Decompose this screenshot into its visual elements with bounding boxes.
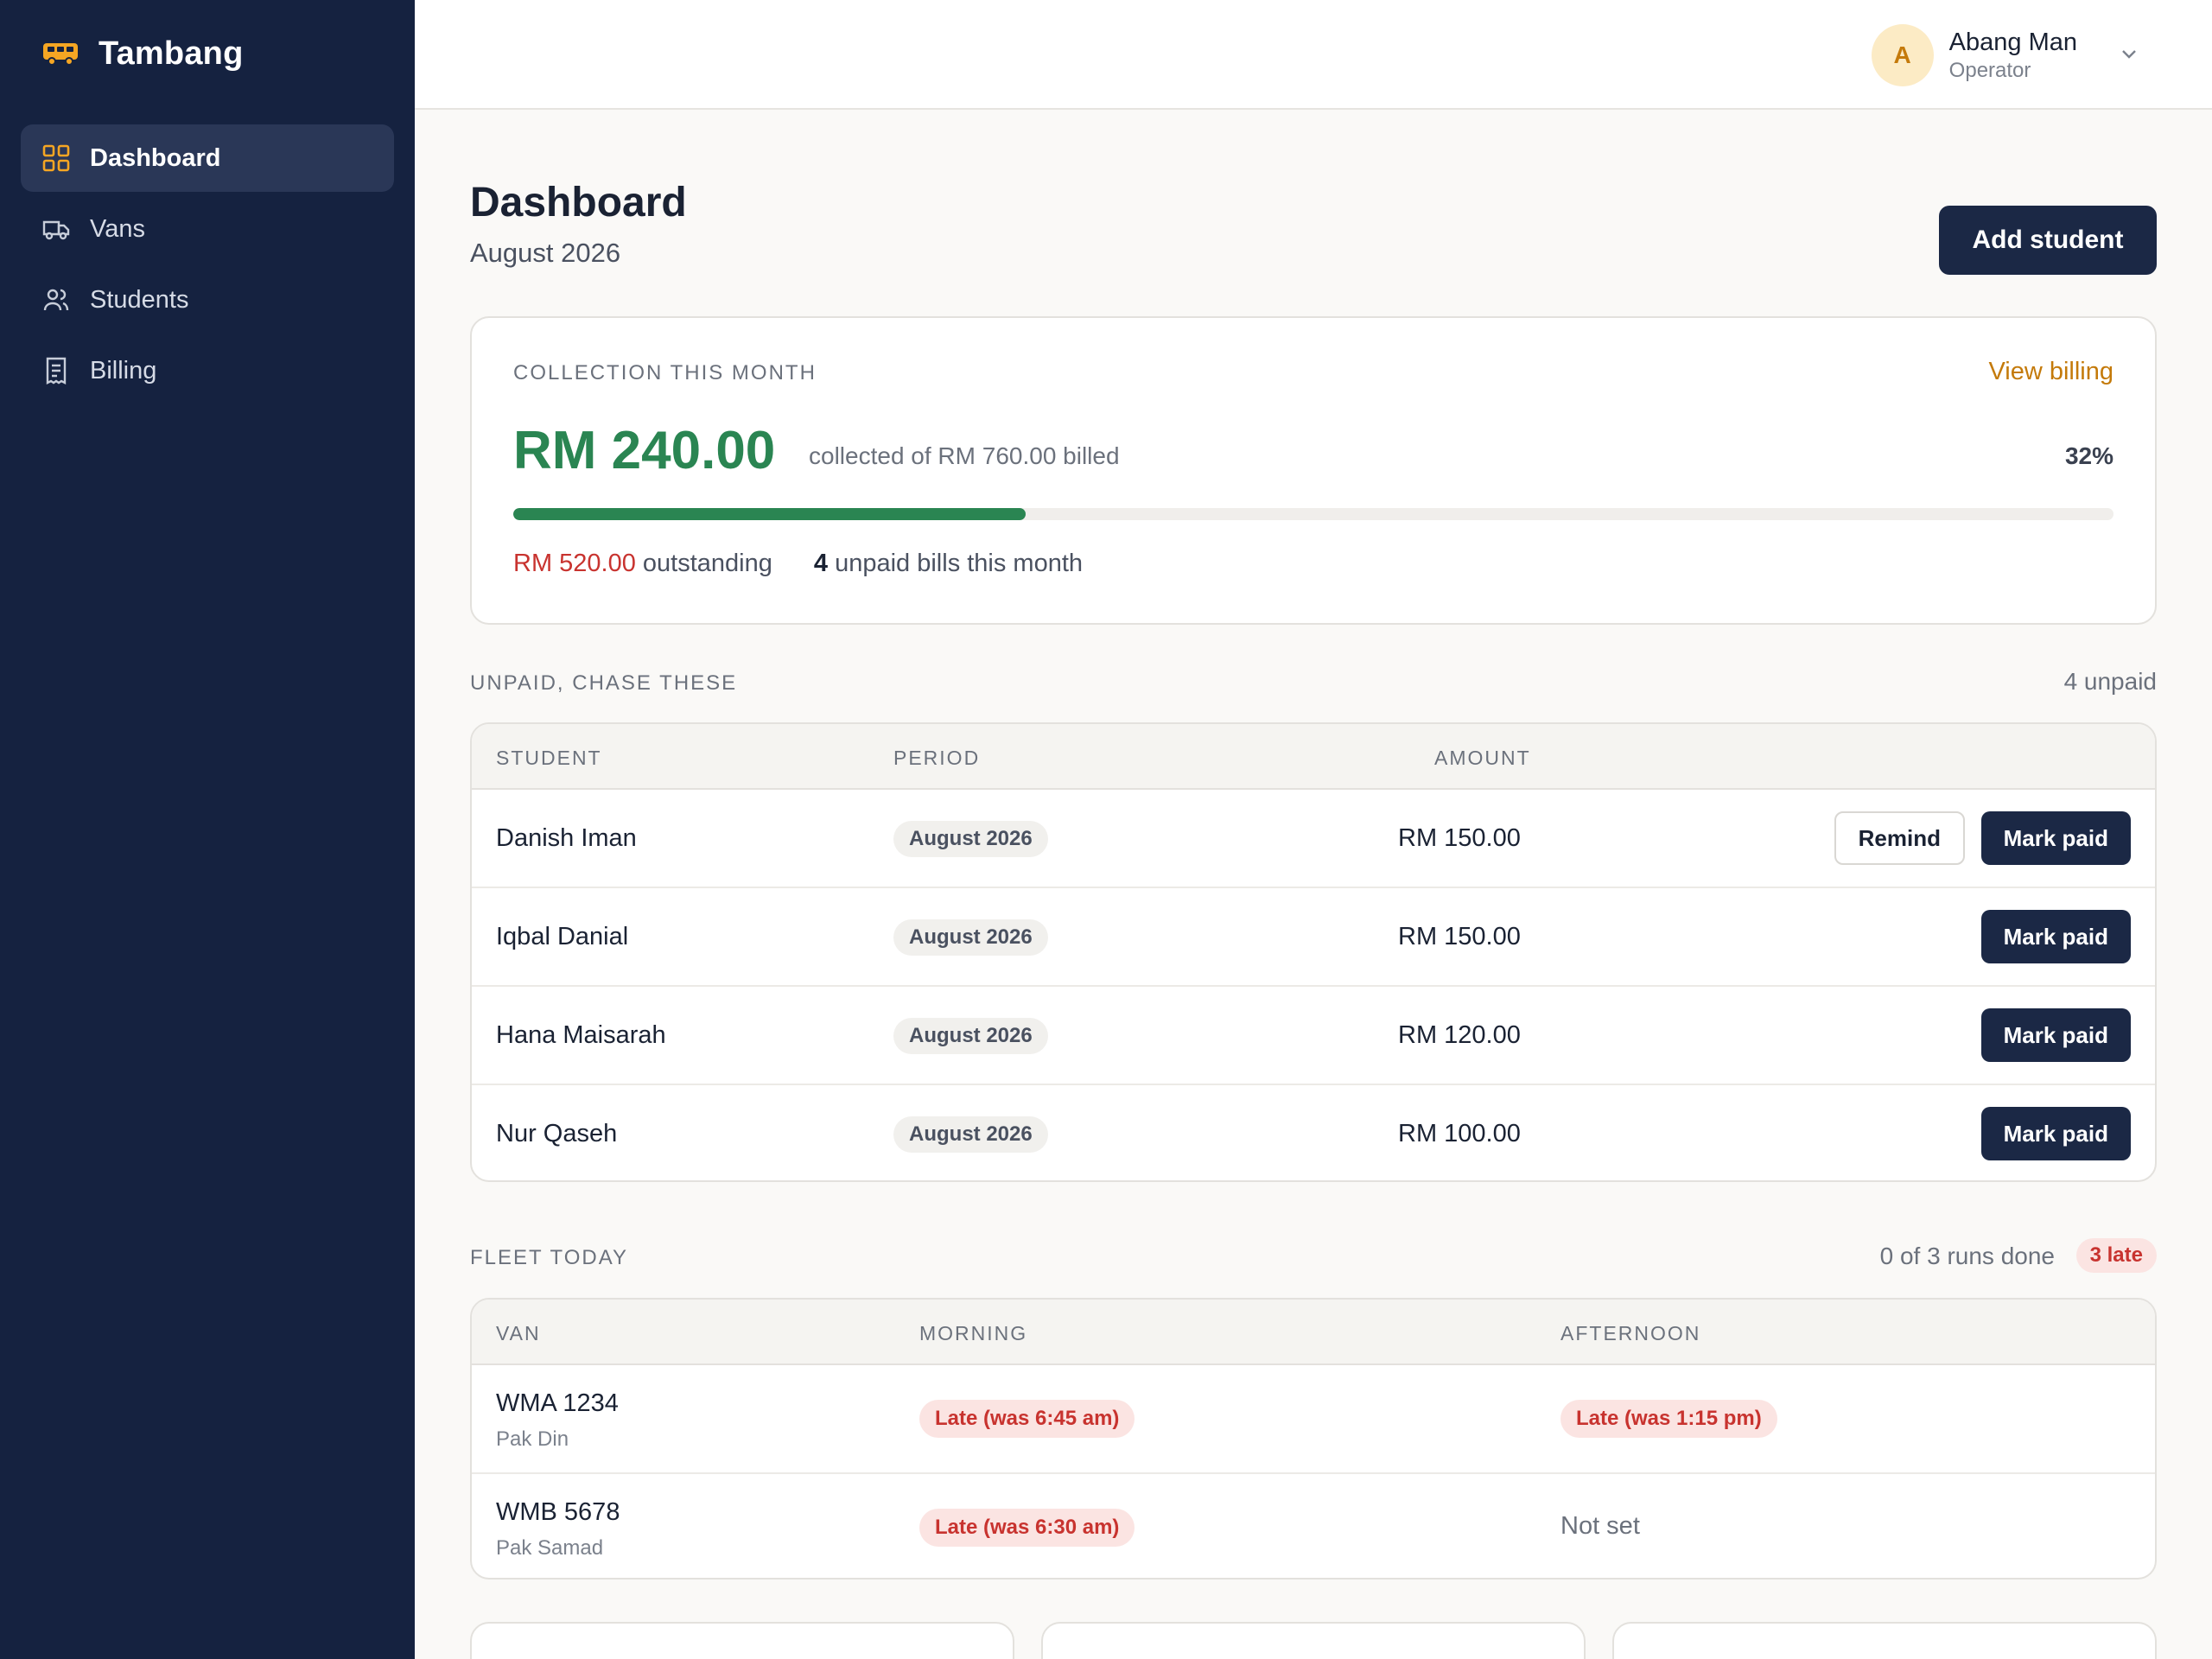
sidebar-item-label: Billing — [90, 356, 157, 385]
sidebar-item-dashboard[interactable]: Dashboard — [21, 124, 394, 192]
amount-value: RM 120.00 — [1398, 1021, 1521, 1049]
student-name: Nur Qaseh — [496, 1120, 618, 1147]
remind-button[interactable]: Remind — [1834, 811, 1965, 865]
page-title: Dashboard — [470, 180, 687, 226]
outstanding-summary: RM 520.00 outstanding — [513, 550, 772, 578]
sidebar-item-label: Dashboard — [90, 143, 221, 172]
view-billing-link[interactable]: View billing — [1988, 358, 2113, 385]
student-name: Iqbal Danial — [496, 923, 629, 950]
fleet-table: Van Morning Afternoon WMA 1234 Pak Din L… — [470, 1298, 2157, 1580]
collection-progress-fill — [513, 508, 1026, 520]
users-icon — [41, 285, 71, 315]
morning-status-badge: Late (was 6:45 am) — [919, 1400, 1135, 1438]
table-header: Van Morning Afternoon — [472, 1300, 2155, 1365]
fleet-section-label: Fleet today — [470, 1246, 628, 1269]
table-row: WMB 5678 Pak Samad Late (was 6:30 am) No… — [472, 1474, 2155, 1578]
stat-card — [1612, 1622, 2157, 1659]
mark-paid-button[interactable]: Mark paid — [1980, 1008, 2131, 1062]
collection-card: Collection this month View billing RM 24… — [470, 316, 2157, 625]
column-header-student: Student — [496, 747, 602, 769]
collection-summary: RM 520.00 outstanding 4 unpaid bills thi… — [513, 550, 1083, 578]
afternoon-status-text: Not set — [1560, 1512, 1640, 1540]
page-subtitle: August 2026 — [470, 238, 621, 268]
column-header-afternoon: Afternoon — [1560, 1322, 1701, 1344]
table-row: Hana Maisarah August 2026 RM 120.00 Mark… — [472, 987, 2155, 1085]
van-driver: Pak Samad — [496, 1536, 604, 1560]
column-header-amount: Amount — [1434, 747, 1531, 769]
avatar: A — [1871, 24, 1934, 86]
mark-paid-button[interactable]: Mark paid — [1980, 1107, 2131, 1160]
user-menu[interactable]: A Abang Man Operator — [1871, 24, 2139, 86]
van-plate: WMB 5678 — [496, 1498, 620, 1526]
amount-value: RM 150.00 — [1398, 923, 1521, 950]
collected-amount: RM 240.00 — [513, 421, 776, 480]
collection-progress — [513, 508, 2113, 520]
top-bar: A Abang Man Operator — [415, 0, 2212, 110]
amount-value: RM 150.00 — [1398, 824, 1521, 852]
period-badge: August 2026 — [893, 1116, 1048, 1153]
van-plate: WMA 1234 — [496, 1389, 619, 1417]
sidebar-item-billing[interactable]: Billing — [21, 337, 394, 404]
unpaid-summary: 4 unpaid bills this month — [814, 550, 1083, 578]
van-driver: Pak Din — [496, 1427, 569, 1451]
stat-card — [470, 1622, 1014, 1659]
column-header-van: Van — [496, 1322, 541, 1344]
receipt-icon — [41, 356, 71, 385]
sidebar-item-vans[interactable]: Vans — [21, 195, 394, 263]
user-role: Operator — [1948, 59, 2031, 82]
add-student-button[interactable]: Add student — [1939, 206, 2157, 275]
brand-name: Tambang — [99, 35, 244, 72]
user-info: Abang Man Operator — [1949, 27, 2077, 84]
student-name: Hana Maisarah — [496, 1021, 666, 1049]
outstanding-text: outstanding — [642, 550, 772, 577]
fleet-runs-text: 0 of 3 runs done — [1879, 1243, 2055, 1269]
stat-card — [1041, 1622, 1586, 1659]
table-header: Student Period Amount — [472, 724, 2155, 790]
unpaid-section-label: Unpaid, chase these — [470, 671, 738, 695]
period-badge: August 2026 — [893, 919, 1048, 956]
amount-value: RM 100.00 — [1398, 1120, 1521, 1147]
table-row: Nur Qaseh August 2026 RM 100.00 Mark pai… — [472, 1085, 2155, 1180]
unpaid-table: Student Period Amount Danish Iman August… — [470, 722, 2157, 1182]
collected-caption: collected of RM 760.00 billed — [809, 442, 1120, 469]
sidebar-item-label: Vans — [90, 214, 145, 243]
period-badge: August 2026 — [893, 821, 1048, 857]
unpaid-text: unpaid bills this month — [835, 550, 1084, 577]
column-header-morning: Morning — [919, 1322, 1028, 1344]
mark-paid-button[interactable]: Mark paid — [1980, 910, 2131, 963]
student-name: Danish Iman — [496, 824, 637, 852]
bus-icon — [41, 41, 79, 67]
outstanding-value: RM 520.00 — [513, 550, 636, 577]
collected-percent: 32% — [2064, 442, 2113, 469]
user-name: Abang Man — [1948, 29, 2077, 56]
morning-status-badge: Late (was 6:30 am) — [919, 1509, 1135, 1547]
sidebar-item-label: Students — [90, 285, 189, 314]
van-icon — [41, 214, 71, 244]
collection-label: Collection this month — [513, 361, 817, 385]
afternoon-status-badge: Late (was 1:15 pm) — [1560, 1400, 1777, 1438]
table-row: Iqbal Danial August 2026 RM 150.00 Mark … — [472, 888, 2155, 987]
unpaid-count: 4 — [813, 550, 829, 577]
period-badge: August 2026 — [893, 1018, 1048, 1054]
brand[interactable]: Tambang — [41, 31, 243, 76]
chevron-down-icon[interactable] — [2119, 43, 2139, 68]
unpaid-count-text: 4 unpaid — [2063, 668, 2157, 695]
table-row: Danish Iman August 2026 RM 150.00 Remind… — [472, 790, 2155, 888]
column-header-period: Period — [893, 747, 981, 769]
sidebar-item-students[interactable]: Students — [21, 266, 394, 334]
mark-paid-button[interactable]: Mark paid — [1980, 811, 2131, 865]
sidebar-nav: Dashboard Vans Students — [21, 124, 394, 408]
late-count-badge: 3 late — [2075, 1238, 2157, 1273]
table-row: WMA 1234 Pak Din Late (was 6:45 am) Late… — [472, 1365, 2155, 1474]
grid-icon — [41, 143, 71, 173]
sidebar: Tambang Dashboard Vans — [0, 0, 415, 1659]
